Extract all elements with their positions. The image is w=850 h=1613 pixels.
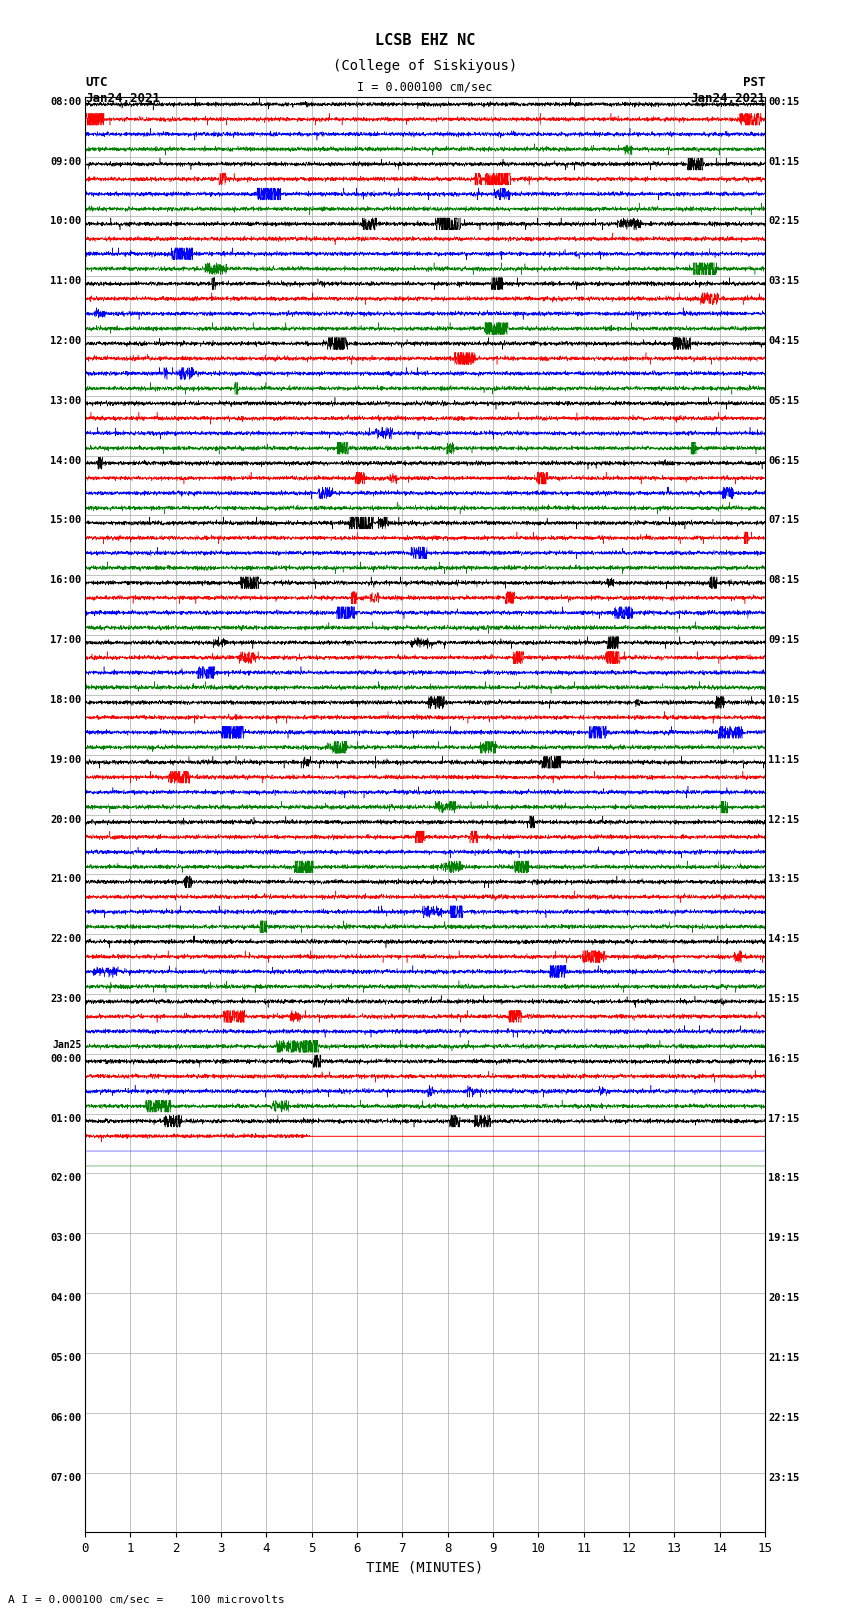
Text: Jan24,2021: Jan24,2021	[85, 92, 160, 105]
Text: I = 0.000100 cm/sec: I = 0.000100 cm/sec	[357, 81, 493, 94]
Text: 12:00: 12:00	[50, 336, 82, 347]
Text: 01:15: 01:15	[768, 156, 800, 166]
Text: LCSB EHZ NC: LCSB EHZ NC	[375, 34, 475, 48]
Text: 10:15: 10:15	[768, 695, 800, 705]
Text: 11:00: 11:00	[50, 276, 82, 286]
Text: 21:00: 21:00	[50, 874, 82, 884]
Text: 23:15: 23:15	[768, 1473, 800, 1482]
Text: 02:15: 02:15	[768, 216, 800, 226]
Text: 13:15: 13:15	[768, 874, 800, 884]
Text: 19:00: 19:00	[50, 755, 82, 765]
Text: 05:15: 05:15	[768, 395, 800, 406]
Text: 20:15: 20:15	[768, 1294, 800, 1303]
Text: 18:15: 18:15	[768, 1174, 800, 1184]
Text: 11:15: 11:15	[768, 755, 800, 765]
Text: 06:00: 06:00	[50, 1413, 82, 1423]
Text: 14:15: 14:15	[768, 934, 800, 944]
Text: 12:15: 12:15	[768, 815, 800, 824]
Text: 03:00: 03:00	[50, 1234, 82, 1244]
Text: 22:15: 22:15	[768, 1413, 800, 1423]
Text: (College of Siskiyous): (College of Siskiyous)	[333, 58, 517, 73]
Text: 15:00: 15:00	[50, 516, 82, 526]
Text: Jan24,2021: Jan24,2021	[690, 92, 765, 105]
Text: 06:15: 06:15	[768, 455, 800, 466]
Text: 00:00: 00:00	[50, 1053, 82, 1065]
Text: 07:15: 07:15	[768, 516, 800, 526]
Text: 08:00: 08:00	[50, 97, 82, 106]
Text: 07:00: 07:00	[50, 1473, 82, 1482]
Text: 05:00: 05:00	[50, 1353, 82, 1363]
Text: 04:00: 04:00	[50, 1294, 82, 1303]
Text: 17:00: 17:00	[50, 636, 82, 645]
Text: 04:15: 04:15	[768, 336, 800, 347]
Text: 01:00: 01:00	[50, 1113, 82, 1124]
Text: 09:00: 09:00	[50, 156, 82, 166]
Text: 03:15: 03:15	[768, 276, 800, 286]
Text: 19:15: 19:15	[768, 1234, 800, 1244]
Text: 21:15: 21:15	[768, 1353, 800, 1363]
Text: UTC: UTC	[85, 76, 107, 89]
Text: A I = 0.000100 cm/sec =    100 microvolts: A I = 0.000100 cm/sec = 100 microvolts	[8, 1595, 286, 1605]
Text: 13:00: 13:00	[50, 395, 82, 406]
Text: Jan25: Jan25	[52, 1039, 82, 1050]
Text: 16:15: 16:15	[768, 1053, 800, 1065]
Text: 17:15: 17:15	[768, 1113, 800, 1124]
Text: PST: PST	[743, 76, 765, 89]
Text: 09:15: 09:15	[768, 636, 800, 645]
Text: 16:00: 16:00	[50, 576, 82, 586]
Text: 20:00: 20:00	[50, 815, 82, 824]
X-axis label: TIME (MINUTES): TIME (MINUTES)	[366, 1561, 484, 1574]
Text: 15:15: 15:15	[768, 994, 800, 1003]
Text: 08:15: 08:15	[768, 576, 800, 586]
Text: 02:00: 02:00	[50, 1174, 82, 1184]
Text: 14:00: 14:00	[50, 455, 82, 466]
Text: 23:00: 23:00	[50, 994, 82, 1003]
Text: 22:00: 22:00	[50, 934, 82, 944]
Text: 00:15: 00:15	[768, 97, 800, 106]
Text: 18:00: 18:00	[50, 695, 82, 705]
Text: 10:00: 10:00	[50, 216, 82, 226]
